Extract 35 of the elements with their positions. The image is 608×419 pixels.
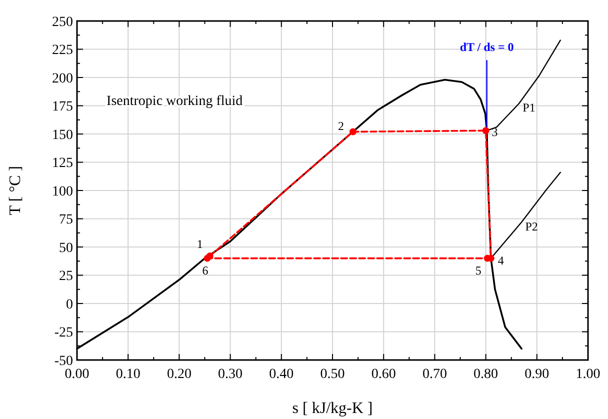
x-tick-label: 0.00 bbox=[64, 367, 90, 382]
x-tick-label: 0.70 bbox=[422, 367, 447, 382]
y-tick-label: 75 bbox=[59, 212, 73, 228]
annotation: P1 bbox=[522, 100, 536, 115]
annotation: Isentropic working fluid bbox=[106, 94, 243, 109]
y-tick-label: -25 bbox=[54, 326, 73, 341]
y-tick-label: 250 bbox=[52, 14, 73, 30]
annotation: 1 bbox=[196, 237, 203, 252]
x-tick-label: 1.00 bbox=[576, 367, 600, 382]
y-tick-label: 125 bbox=[52, 156, 73, 172]
y-tick-label: 25 bbox=[59, 269, 73, 284]
y-tick-label: 175 bbox=[52, 100, 73, 115]
x-tick-label: 0.60 bbox=[371, 367, 396, 382]
x-tick-label: 0.20 bbox=[166, 367, 192, 382]
y-tick-label: 150 bbox=[52, 128, 73, 143]
x-tick-label: 0.40 bbox=[269, 367, 294, 382]
annotation: 6 bbox=[202, 264, 208, 278]
x-axis-title: s [ kJ/kg-K ] bbox=[292, 400, 373, 417]
annotation: 4 bbox=[498, 254, 504, 268]
x-tick-label: 0.80 bbox=[474, 367, 498, 382]
annotation: dT / ds = 0 bbox=[460, 40, 514, 54]
y-tick-label: 200 bbox=[52, 71, 73, 86]
x-tick-label: 0.30 bbox=[218, 367, 243, 382]
annotation: P2 bbox=[525, 219, 538, 234]
y-tick-label: -50 bbox=[54, 354, 73, 369]
x-tick-label: 0.50 bbox=[320, 367, 345, 382]
annotation: 2 bbox=[338, 118, 344, 133]
y-tick-label: 225 bbox=[52, 43, 73, 58]
y-tick-label: 0 bbox=[66, 297, 73, 312]
annotation: 5 bbox=[475, 264, 482, 278]
y-tick-label: 100 bbox=[52, 184, 73, 200]
x-tick-label: 0.10 bbox=[116, 367, 140, 382]
y-axis-title: T [ °C ] bbox=[7, 166, 24, 216]
x-tick-label: 0.90 bbox=[524, 367, 550, 382]
y-tick-label: 50 bbox=[59, 240, 73, 256]
